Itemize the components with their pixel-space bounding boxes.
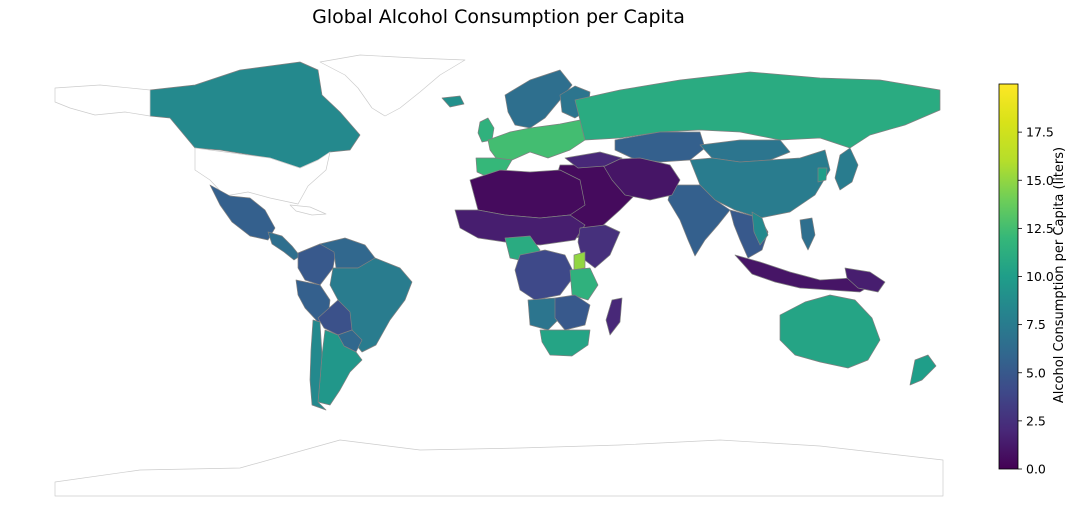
region-canada: Canada bbox=[149, 61, 361, 169]
region-antarctica: Antarctica bbox=[54, 439, 944, 497]
region-central-america: Central America bbox=[267, 231, 301, 261]
colorbar-label: Alcohol Consumption per Capita (liters) bbox=[1052, 146, 1067, 404]
region-scandinavia: Scandinavia bbox=[504, 69, 573, 129]
region-turkey: Turkey bbox=[564, 151, 623, 169]
colorbar-tick-label: 7.5 bbox=[1026, 317, 1046, 332]
region-ethiopia-somalia: Ethiopia / Somalia bbox=[577, 224, 621, 269]
colorbar-gradient bbox=[998, 83, 1019, 470]
colorbar-tick-label: 15.0 bbox=[1026, 173, 1054, 188]
region-united-states: United States bbox=[194, 147, 331, 205]
region-philippines: Philippines bbox=[799, 217, 816, 251]
region-zambia-zimbabwe: Zambia / Zimbabwe bbox=[554, 294, 591, 331]
region-south-korea: South Korea bbox=[817, 167, 828, 183]
region-central-africa: Central Africa bbox=[514, 249, 576, 301]
colorbar-tick-label: 12.5 bbox=[1026, 221, 1054, 236]
region-cuba: Cuba bbox=[289, 204, 327, 216]
region-angola: Angola bbox=[527, 297, 561, 331]
map-title: Global Alcohol Consumption per Capita bbox=[312, 6, 685, 28]
region-india: India bbox=[667, 184, 731, 257]
region-uganda: Uganda bbox=[573, 251, 586, 271]
region-tanzania: Tanzania bbox=[569, 267, 599, 301]
world-choropleth-map: GreenlandCanadaAlaska (USA) United States… bbox=[54, 54, 944, 497]
region-greenland: Greenland bbox=[319, 54, 466, 117]
colorbar-tick-label: 2.5 bbox=[1026, 413, 1046, 428]
region-china: China bbox=[689, 149, 831, 219]
colorbar-tick-label: 17.5 bbox=[1026, 125, 1054, 140]
region-south-africa: South Africa bbox=[539, 329, 591, 357]
region-iran-afghanistan-pakistan: Iran / Afghanistan / Pakistan bbox=[599, 157, 681, 201]
region-papua-new-guinea: Papua New Guinea bbox=[844, 267, 886, 293]
region-russia: Russia bbox=[574, 71, 941, 149]
region-madagascar: Madagascar bbox=[605, 297, 623, 336]
colorbar-tick-label: 5.0 bbox=[1026, 365, 1046, 380]
colorbar-tick-label: 0.0 bbox=[1026, 462, 1046, 477]
region-iceland: Iceland bbox=[441, 95, 465, 108]
region-alaska-usa: Alaska (USA) bbox=[54, 84, 151, 117]
region-japan: Japan bbox=[834, 147, 859, 191]
region-chile: Chile bbox=[309, 319, 327, 411]
region-vietnam: Vietnam bbox=[751, 211, 769, 246]
region-new-zealand: New Zealand bbox=[909, 354, 937, 386]
region-australia: Australia bbox=[779, 294, 881, 369]
colorbar-tick-label: 10.0 bbox=[1026, 269, 1054, 284]
